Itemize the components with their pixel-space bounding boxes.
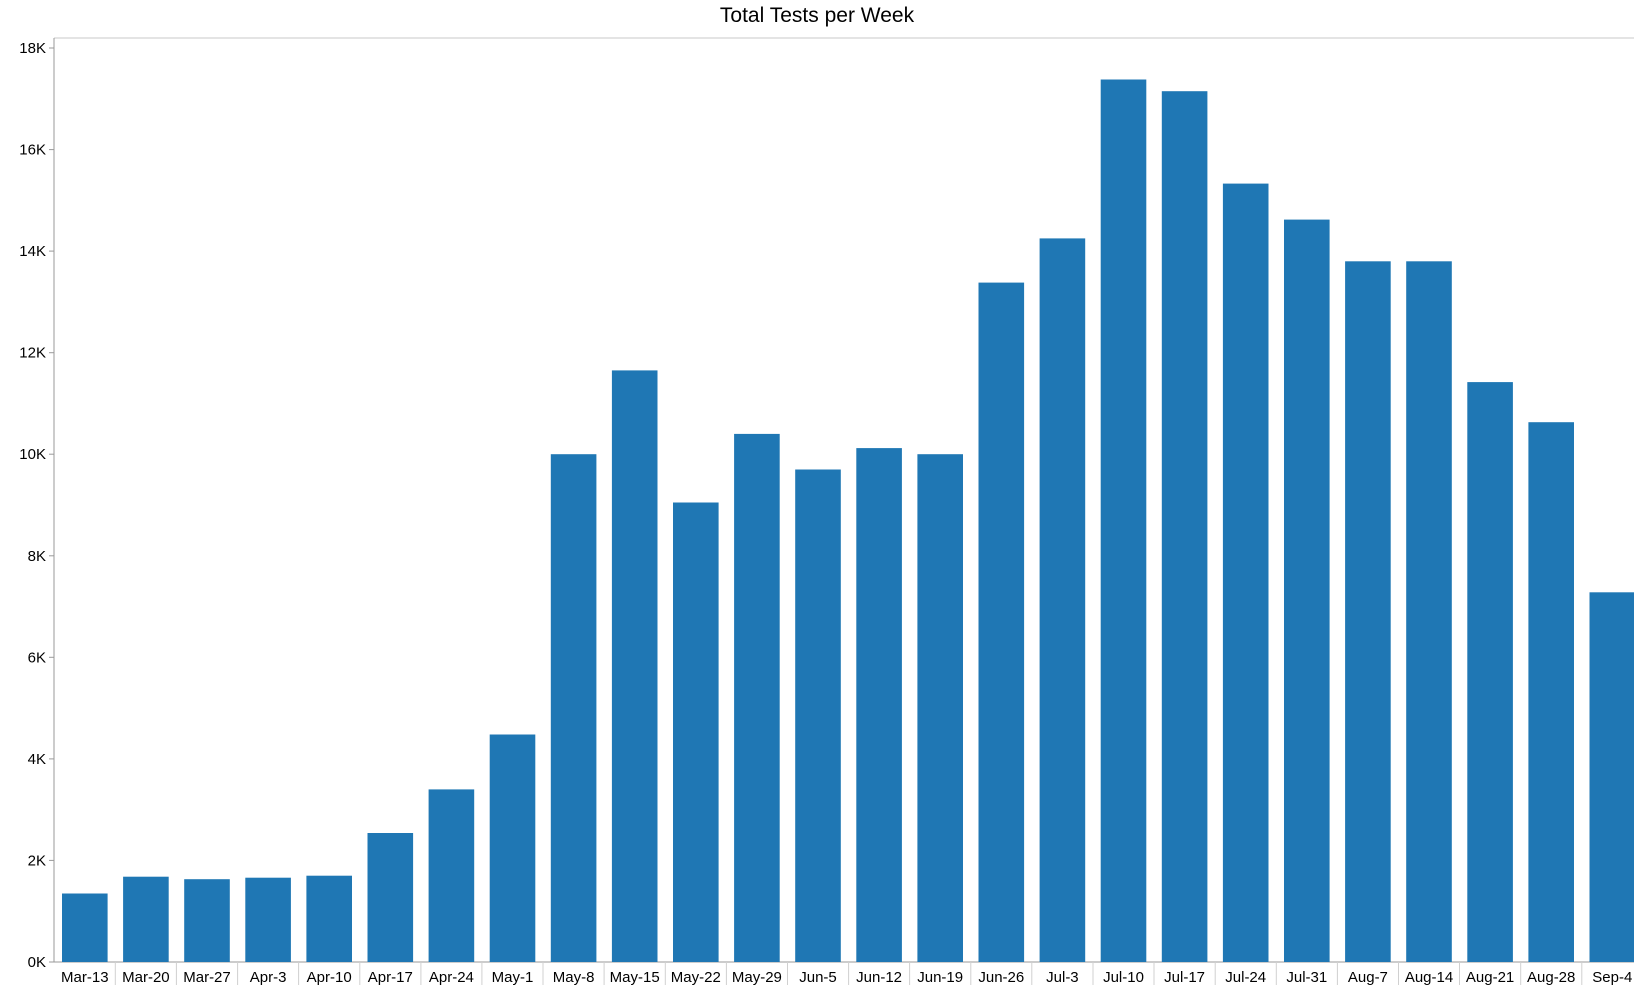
x-tick-label: Mar-20 <box>122 969 170 985</box>
bars-group <box>62 79 1634 963</box>
bar-Jul-3 <box>1039 238 1086 962</box>
bar-Jun-5 <box>795 469 841 962</box>
bar-May-15 <box>611 370 658 962</box>
x-tick-label: Apr-10 <box>307 969 352 985</box>
bar-Mar-13 <box>62 893 108 962</box>
bar-Aug-14 <box>1406 261 1452 962</box>
x-tick-label: Jul-24 <box>1225 969 1266 985</box>
y-axis: 0K 2K 4K 6K 8K 10K 12K 14K 16K 18K <box>19 40 54 971</box>
x-tick-label: Jun-26 <box>978 969 1024 985</box>
bar-Sep-4 <box>1589 592 1634 962</box>
x-tick-label: Aug-7 <box>1348 969 1388 985</box>
bar-Apr-17 <box>367 833 414 962</box>
bar-May-1 <box>489 734 536 962</box>
y-tick-label: 2K <box>28 852 46 869</box>
bar-Aug-28 <box>1528 422 1574 962</box>
bar-Mar-20 <box>123 876 169 962</box>
x-tick-label: May-1 <box>492 969 534 985</box>
bar-May-22 <box>673 502 719 962</box>
y-tick-label: 4K <box>28 751 46 768</box>
bar-Apr-3 <box>245 877 291 962</box>
bar-Jun-19 <box>917 454 963 962</box>
x-tick-label: May-29 <box>732 969 782 985</box>
x-tick-label: Jun-19 <box>917 969 963 985</box>
x-tick-label: Mar-13 <box>61 969 109 985</box>
bar-May-29 <box>734 433 780 962</box>
bar-Jul-17 <box>1161 91 1208 962</box>
x-tick-label: Mar-27 <box>183 969 231 985</box>
y-tick-label: 16K <box>19 142 46 159</box>
x-tick-label: Jul-10 <box>1103 969 1144 985</box>
y-tick-label: 8K <box>28 548 46 565</box>
x-tick-label: Sep-4 <box>1592 969 1632 985</box>
x-tick-label: Aug-14 <box>1405 969 1453 985</box>
x-tick-label: Jul-31 <box>1286 969 1327 985</box>
bar-Aug-21 <box>1467 382 1513 963</box>
bar-Jul-24 <box>1222 183 1269 963</box>
chart-title: Total Tests per Week <box>719 4 915 27</box>
bar-May-8 <box>550 454 597 962</box>
y-tick-label: 6K <box>28 649 46 666</box>
bar-Aug-7 <box>1345 261 1391 962</box>
y-tick-label: 12K <box>19 345 46 362</box>
bar-Mar-27 <box>184 879 230 962</box>
x-tick-label: Apr-17 <box>368 969 413 985</box>
y-tick-label: 10K <box>19 446 46 463</box>
x-tick-label: Jun-5 <box>799 969 837 985</box>
bar-Jun-12 <box>856 448 902 963</box>
bar-Jul-31 <box>1284 219 1330 963</box>
bar-Apr-10 <box>306 875 352 962</box>
x-tick-label: Jul-17 <box>1164 969 1205 985</box>
x-axis: Mar-13 Mar-20 Mar-27 Apr-3 Apr-10 Apr-17 Apr-2… <box>61 962 1632 985</box>
x-tick-label: Jun-12 <box>856 969 902 985</box>
x-tick-label: Aug-21 <box>1466 969 1514 985</box>
x-tick-label: May-8 <box>553 969 595 985</box>
x-tick-label: Jul-3 <box>1046 969 1079 985</box>
y-tick-label: 14K <box>19 243 46 260</box>
x-tick-label: Apr-3 <box>250 969 287 985</box>
y-tick-label: 18K <box>19 40 46 57</box>
bar-Apr-24 <box>428 789 475 962</box>
x-tick-label: May-22 <box>671 969 721 985</box>
bar-Jul-10 <box>1100 79 1147 962</box>
y-tick-label: 0K <box>28 954 46 971</box>
x-tick-label: Apr-24 <box>429 969 474 985</box>
x-tick-label: May-15 <box>610 969 660 985</box>
bar-Jun-26 <box>978 282 1025 963</box>
x-tick-label: Aug-28 <box>1527 969 1575 985</box>
